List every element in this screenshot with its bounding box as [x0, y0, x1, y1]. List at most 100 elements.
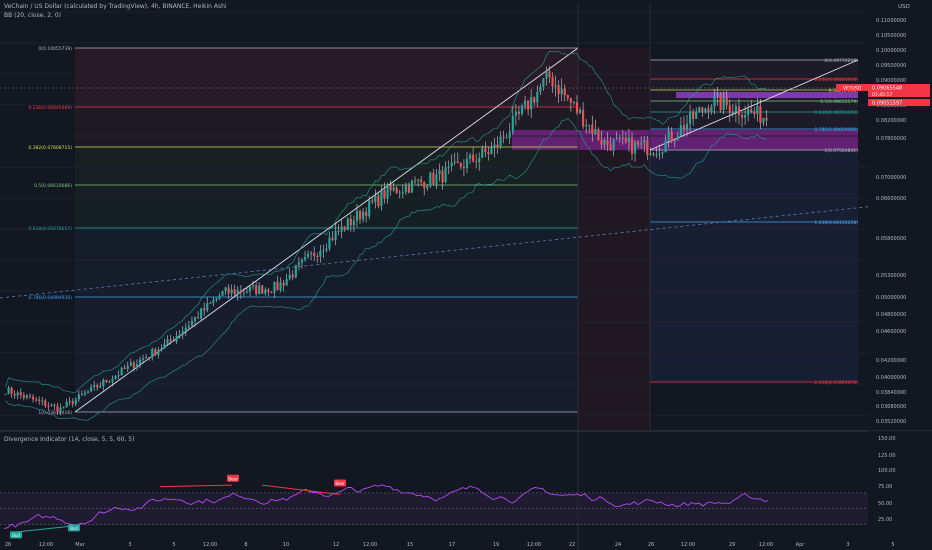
- candle-body: [215, 298, 218, 301]
- candle-body: [591, 124, 594, 135]
- candle-body: [56, 405, 59, 412]
- candle-body: [493, 144, 496, 149]
- price-tick-label: 0.06600000: [876, 196, 906, 202]
- candle-body: [203, 308, 206, 311]
- candle-body: [10, 387, 13, 394]
- candle-body: [178, 334, 181, 337]
- candle-body: [282, 282, 285, 286]
- candle-body: [68, 400, 71, 403]
- fib-label: 2.618(0.03929976): [814, 380, 858, 386]
- right-extension-zone: [650, 150, 858, 382]
- price-tick-label: 0.09000000: [876, 78, 906, 84]
- time-tick-label: 5: [891, 542, 894, 548]
- fib-label: 0.618(0.08353354): [814, 110, 858, 116]
- candle-body: [566, 95, 569, 99]
- candle-body: [297, 262, 300, 265]
- candle-body: [475, 161, 478, 163]
- candle-body: [80, 394, 83, 396]
- price-tick-label: 0.07800000: [876, 136, 906, 142]
- candle-body: [652, 153, 655, 155]
- candle-body: [25, 395, 28, 398]
- candle-body: [117, 375, 120, 377]
- candle-body: [291, 274, 294, 278]
- time-tick-label: 26: [648, 542, 654, 548]
- candle-body: [325, 248, 328, 251]
- candle-body: [334, 230, 337, 241]
- candle-body: [713, 96, 716, 107]
- candle-body: [508, 131, 511, 138]
- candle-body: [151, 348, 154, 358]
- candle-body: [407, 185, 410, 193]
- candle-body: [245, 291, 249, 293]
- candle-body: [722, 96, 725, 110]
- candle-body: [129, 362, 132, 366]
- fib-label: 0.5(0.06619086): [34, 183, 72, 189]
- candle-body: [38, 399, 41, 401]
- candle-body: [685, 123, 689, 131]
- candle-body: [484, 148, 487, 153]
- price-tick-label: 0.04800000: [876, 312, 906, 318]
- candle-body: [429, 172, 432, 187]
- candle-body: [401, 192, 404, 194]
- candle-body: [701, 107, 704, 112]
- candle-body: [132, 362, 135, 368]
- candle-body: [731, 112, 734, 114]
- candle-body: [627, 137, 631, 143]
- candle-body: [554, 85, 557, 87]
- fib-zone-5-618: [75, 185, 578, 228]
- osc-axis-bg: [868, 431, 932, 550]
- time-tick-label: 8: [244, 542, 247, 548]
- candle-body: [355, 210, 359, 221]
- candle-body: [728, 105, 731, 114]
- candle-body: [319, 250, 322, 257]
- candle-body: [404, 185, 407, 193]
- candle-body: [13, 393, 16, 396]
- candle-body: [71, 400, 74, 405]
- dotted-trend-line: [0, 199, 932, 299]
- candle-body: [747, 109, 750, 115]
- symbol-tag-text: VETUSD: [843, 86, 862, 92]
- trend-line-right: [649, 59, 859, 151]
- candle-body: [523, 100, 527, 106]
- candle-body: [740, 115, 744, 118]
- time-tick-label: Apr: [796, 542, 806, 548]
- candle-body: [102, 379, 105, 386]
- candle-body: [218, 295, 221, 299]
- oscillator-legend[interactable]: Divergence Indicator (14, close, 5, 5, 6…: [4, 436, 135, 443]
- candle-body: [536, 91, 539, 103]
- candle-body: [31, 396, 35, 400]
- candle-body: [328, 237, 331, 249]
- candle-body: [233, 289, 236, 295]
- candle-body: [96, 385, 99, 388]
- bollinger-upper: [5, 50, 767, 393]
- candle-body: [527, 100, 530, 110]
- candle-body: [193, 317, 197, 321]
- candle-body: [692, 111, 695, 120]
- candle-body: [682, 125, 686, 131]
- candle-body: [248, 286, 252, 292]
- time-tick-label: 12: [333, 542, 339, 548]
- symbol-legend[interactable]: VeChain / US Dollar (calculated by Tradi…: [4, 3, 227, 10]
- candle-body: [514, 111, 517, 116]
- price-tick-label: 0.09500000: [876, 63, 906, 69]
- candle-body: [615, 138, 618, 140]
- candle-body: [374, 195, 377, 203]
- candle-body: [423, 182, 426, 189]
- candle-body: [111, 378, 114, 382]
- candle-body: [251, 285, 255, 287]
- bb-legend[interactable]: BB (20, close, 2, 0): [4, 12, 61, 19]
- candle-body: [511, 115, 514, 132]
- candle-body: [585, 125, 588, 127]
- candle-body: [273, 281, 276, 293]
- candle-body: [609, 144, 612, 151]
- fib-label: 1(0.07526841): [824, 148, 858, 154]
- fib-zone-618-786: [75, 228, 578, 297]
- candle-body: [181, 331, 184, 335]
- candle-body: [255, 285, 258, 294]
- candle-body: [285, 279, 288, 286]
- price-tick-label: 0.04200000: [876, 358, 906, 364]
- candle-body: [86, 391, 90, 393]
- candle-body: [517, 111, 521, 114]
- signal-label: Bear: [335, 481, 345, 486]
